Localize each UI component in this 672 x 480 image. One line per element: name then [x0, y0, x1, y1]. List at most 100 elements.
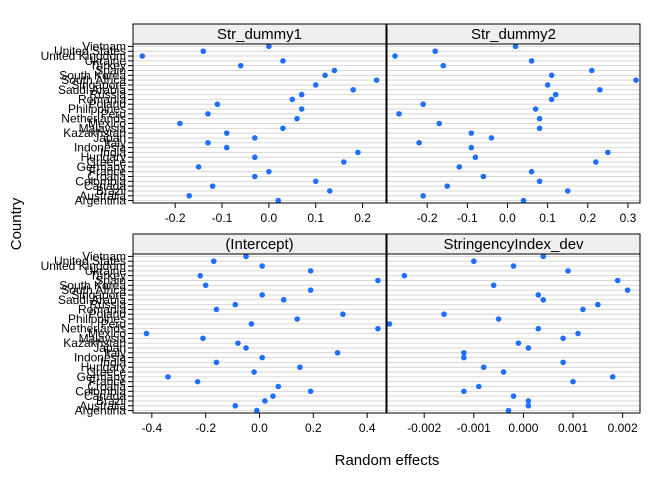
data-point: [143, 330, 150, 337]
data-point: [472, 154, 479, 161]
x-tick-label: 0.0: [251, 421, 268, 435]
data-point: [210, 258, 217, 265]
data-point: [307, 388, 314, 395]
data-point: [420, 192, 426, 199]
x-tick-label: -0.2: [165, 211, 186, 225]
data-point: [515, 340, 522, 346]
data-point: [548, 72, 555, 79]
category-label: Poland: [89, 97, 126, 111]
data-point: [510, 263, 517, 269]
data-point: [248, 321, 255, 327]
data-point: [312, 82, 319, 88]
data-point: [480, 173, 487, 180]
category-label: Romania: [78, 92, 126, 106]
data-point: [243, 253, 249, 260]
data-point: [490, 282, 497, 289]
category-label: Greece: [87, 155, 127, 169]
category-label: Brazil: [96, 394, 126, 408]
panel-frame: [386, 253, 641, 414]
category-label: Hungary: [81, 150, 126, 164]
data-point: [540, 253, 547, 260]
category-label: France: [89, 375, 127, 389]
category-label: Japan: [93, 131, 126, 145]
data-point: [488, 135, 495, 141]
category-label: India: [100, 145, 126, 159]
data-point: [280, 125, 286, 132]
data-point: [609, 374, 616, 380]
data-point: [326, 188, 333, 194]
data-point: [232, 301, 239, 308]
data-point: [416, 139, 422, 146]
data-point: [544, 82, 551, 88]
category-label: Argentina: [75, 404, 127, 418]
data-point: [540, 296, 547, 303]
category-label: United Kingdom: [41, 259, 126, 273]
data-point: [495, 316, 502, 322]
data-point: [589, 67, 595, 74]
category-label: United Kingdom: [41, 49, 126, 63]
category-label: Spain: [95, 64, 126, 78]
category-label: Peru: [101, 317, 126, 331]
data-point: [456, 164, 463, 170]
data-point: [580, 306, 586, 313]
panel-strip-title: Str_dummy2: [471, 26, 556, 43]
category-label: Malaysia: [79, 121, 127, 135]
data-point: [223, 144, 230, 151]
data-point: [341, 159, 347, 165]
data-point: [213, 359, 220, 366]
category-label: Philippines: [68, 312, 126, 326]
data-point: [266, 43, 272, 50]
data-point: [252, 135, 258, 141]
category-label: South Africa: [61, 73, 126, 87]
data-point: [200, 48, 207, 55]
category-label: Italy: [104, 346, 126, 360]
category-label: Turkey: [90, 269, 126, 283]
data-point: [331, 67, 338, 74]
category-label: Brazil: [96, 184, 126, 198]
category-label: France: [89, 165, 127, 179]
data-point: [252, 173, 258, 180]
panel-frame: [386, 43, 641, 204]
data-point: [243, 345, 249, 351]
data-point: [355, 149, 361, 156]
data-point: [536, 125, 543, 132]
data-point: [297, 364, 303, 371]
data-point: [213, 306, 220, 313]
category-label: Netherlands: [61, 112, 126, 126]
data-point: [259, 263, 265, 269]
category-label: Russia: [89, 298, 126, 312]
x-tick-label: -0.002: [407, 421, 441, 435]
data-point: [500, 369, 507, 375]
data-point: [195, 164, 202, 170]
category-label: Germany: [77, 160, 126, 174]
category-label: Saudi Arabia: [58, 293, 126, 307]
data-point: [536, 178, 543, 185]
data-point: [334, 349, 341, 356]
data-point: [570, 378, 576, 385]
category-label: South Korea: [59, 278, 126, 292]
x-tick-label: -0.2: [417, 211, 438, 225]
data-point: [471, 258, 477, 265]
category-label: Greece: [87, 365, 127, 379]
data-point: [461, 349, 467, 356]
data-point: [197, 272, 204, 279]
data-point: [593, 159, 599, 165]
data-point: [289, 96, 296, 103]
data-point: [532, 106, 539, 112]
x-tick-label: 0.1: [539, 211, 556, 225]
x-tick-label: 0.0: [261, 211, 278, 225]
data-point: [595, 301, 601, 308]
data-point: [275, 197, 282, 204]
data-point: [525, 398, 532, 404]
category-label: Malaysia: [79, 331, 127, 345]
data-point: [307, 287, 314, 293]
data-point: [505, 407, 512, 414]
category-label: Philippines: [68, 102, 126, 116]
category-label: Australia: [79, 399, 126, 413]
data-point: [440, 62, 447, 69]
category-label: Singapore: [71, 288, 126, 302]
category-label: Australia: [79, 189, 126, 203]
data-point: [565, 268, 571, 274]
